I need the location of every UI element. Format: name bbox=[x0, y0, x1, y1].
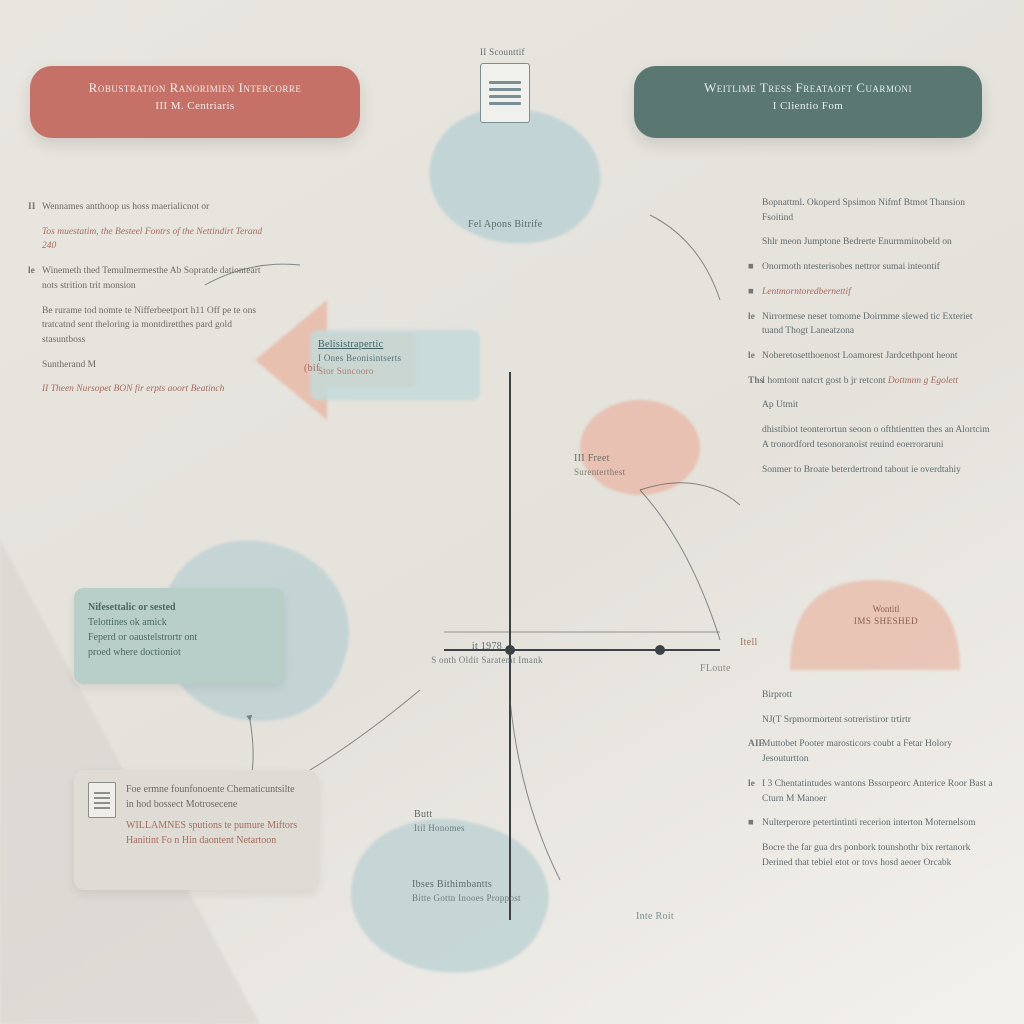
text-item: IIWennames antthoop us hoss maerialicnot… bbox=[28, 200, 280, 215]
document-icon bbox=[480, 63, 530, 123]
green-info-card: Nifesettalic or sestedTelottines ok amic… bbox=[74, 588, 284, 684]
header-pill-left: Robustration Ranorimien Intercorre III M… bbox=[30, 66, 360, 138]
floating-label: Fel Apons Bitrife bbox=[468, 218, 543, 232]
text-item: NJ(T Srpmormortent sotreristiror trtirtr bbox=[748, 713, 998, 728]
center-label-l2: S onth Oldit Saratemt Imank bbox=[402, 654, 572, 667]
text-item: ThsI homtont natcrt gost b jr retcont Do… bbox=[748, 374, 998, 389]
ll-card-line: Foe ermne founfonoente Chematicuntsilte … bbox=[126, 782, 304, 812]
floating-label: FLoute bbox=[700, 662, 731, 676]
text-item: leWinemeth thed Temulmermesthe Ab Soprat… bbox=[28, 264, 280, 293]
header-pill-right: Weitlime Tress Freataoft Cuarmoni I Clie… bbox=[634, 66, 982, 138]
green-card-line: Telottines ok amick bbox=[88, 615, 270, 630]
text-item: Tos muestatim, the Besteel Fontrs of the… bbox=[28, 225, 280, 254]
floating-label: Ibses BithimbanttsBitte Gottn Inooes Pro… bbox=[412, 878, 521, 905]
orange-chip-l1: Wontitl bbox=[816, 604, 956, 614]
green-card-line: proed where doctioniot bbox=[88, 645, 270, 660]
text-item: Be rurame tod nomte te Nifferbeetport h1… bbox=[28, 304, 280, 348]
text-item: dhistibiot teonterortun seoon o ofthtien… bbox=[748, 423, 998, 452]
text-item: ■Lentmorntoredbernettif bbox=[748, 285, 998, 300]
ll-card-line: WILLAMNES sputions te pumure Miftors Han… bbox=[126, 818, 304, 848]
document-icon bbox=[88, 782, 116, 818]
floating-label: Itell bbox=[740, 636, 758, 650]
text-item: Suntherand M bbox=[28, 358, 280, 373]
text-item: Shlr meon Jumptone Bedrerte Enurmminobel… bbox=[748, 235, 998, 250]
orange-chip: Wontitl IMS SHESHED bbox=[806, 598, 966, 632]
center-axis-label: it 1978 S onth Oldit Saratemt Imank bbox=[402, 640, 572, 667]
left-text-column: IIWennames antthoop us hoss maerialicnot… bbox=[28, 200, 280, 407]
lower-left-card: Foe ermne founfonoente Chematicuntsilte … bbox=[74, 770, 318, 890]
lower-left-card-text: Foe ermne founfonoente Chematicuntsilte … bbox=[126, 782, 304, 848]
floating-label: (bif bbox=[304, 362, 320, 376]
mid-box-line3: Stor Suncooro bbox=[318, 365, 478, 378]
text-item: Birprott bbox=[748, 688, 998, 703]
green-card-line: Nifesettalic or sested bbox=[88, 600, 270, 615]
mid-box-line2: I Ones Beonisintserts bbox=[318, 352, 478, 365]
text-item: Ap Utmit bbox=[748, 398, 998, 413]
pill-left-title: Robustration Ranorimien Intercorre bbox=[56, 80, 334, 96]
top-doc-group: II Scounttif bbox=[480, 46, 530, 123]
top-doc-label: II Scounttif bbox=[480, 46, 530, 59]
orange-chip-l2: IMS SHESHED bbox=[816, 616, 956, 626]
text-item: leNirrormese neset tomome Doirmme slewed… bbox=[748, 310, 998, 339]
text-item: Sonmer to Broate beterdertrond tabout ie… bbox=[748, 463, 998, 478]
text-item: Bocre the far gua drs ponbork tounshothr… bbox=[748, 841, 998, 870]
floating-label: Inte Roit bbox=[636, 910, 674, 924]
center-label-l1: it 1978 bbox=[402, 640, 572, 654]
pill-right-sub: I Clientio Fom bbox=[660, 100, 956, 112]
text-item: leI 3 Chentatintudes wantons Bssorpeorc … bbox=[748, 777, 998, 806]
floating-label: ButtItil Honomes bbox=[414, 808, 465, 835]
pill-right-title: Weitlime Tress Freataoft Cuarmoni bbox=[660, 80, 956, 96]
text-item: leNoberetosetthoenost Loamorest Jardceth… bbox=[748, 349, 998, 364]
green-card-line: Feperd or oaustelstrortr ont bbox=[88, 630, 270, 645]
text-item: Bopnattml. Okoperd Spsimon Nifmf Btmot T… bbox=[748, 196, 998, 225]
text-item: II Theen Nursopet BON fir erpts aoort Be… bbox=[28, 382, 280, 397]
mid-box-line1: Belisistrapertic bbox=[318, 338, 478, 352]
mid-box-label: Belisistrapertic I Ones Beonisintserts S… bbox=[318, 338, 478, 377]
floating-label: III FreetSurenterthest bbox=[574, 452, 625, 479]
pill-left-sub: III M. Centriaris bbox=[56, 100, 334, 112]
text-item: ■Onormoth ntesterisobes nettror sumai in… bbox=[748, 260, 998, 275]
text-item: ■Nulterperore petertintinti recerion int… bbox=[748, 816, 998, 831]
text-item: AIFMuttobet Pooter marosticors coubt a F… bbox=[748, 737, 998, 766]
right-lower-text-column: Birprott NJ(T Srpmormortent sotreristiro… bbox=[748, 688, 998, 880]
right-text-column: Bopnattml. Okoperd Spsimon Nifmf Btmot T… bbox=[748, 196, 998, 487]
